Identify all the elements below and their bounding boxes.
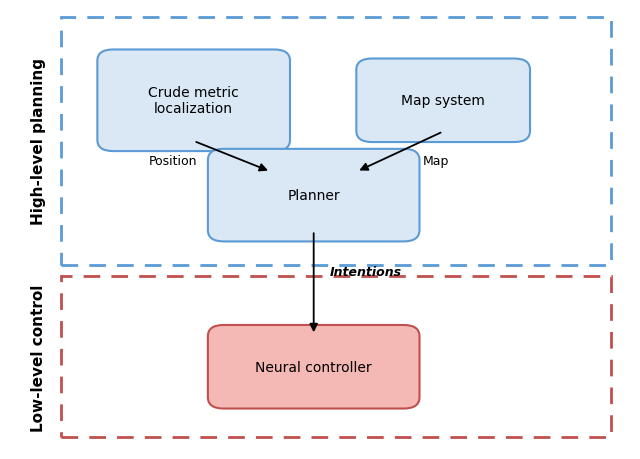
- Text: Position: Position: [148, 155, 197, 168]
- Text: Map: Map: [422, 155, 449, 168]
- Text: Intentions: Intentions: [330, 266, 402, 279]
- Text: Low-level control: Low-level control: [31, 285, 47, 431]
- Text: Map system: Map system: [401, 94, 485, 108]
- FancyBboxPatch shape: [208, 150, 419, 242]
- Bar: [61, 277, 611, 437]
- Text: Neural controller: Neural controller: [255, 360, 372, 374]
- Text: High-level planning: High-level planning: [31, 58, 47, 225]
- Bar: [61, 18, 611, 266]
- Text: Crude metric
localization: Crude metric localization: [148, 86, 239, 116]
- FancyBboxPatch shape: [208, 325, 419, 409]
- FancyBboxPatch shape: [97, 50, 290, 152]
- FancyBboxPatch shape: [356, 59, 530, 143]
- Text: Planner: Planner: [287, 189, 340, 203]
